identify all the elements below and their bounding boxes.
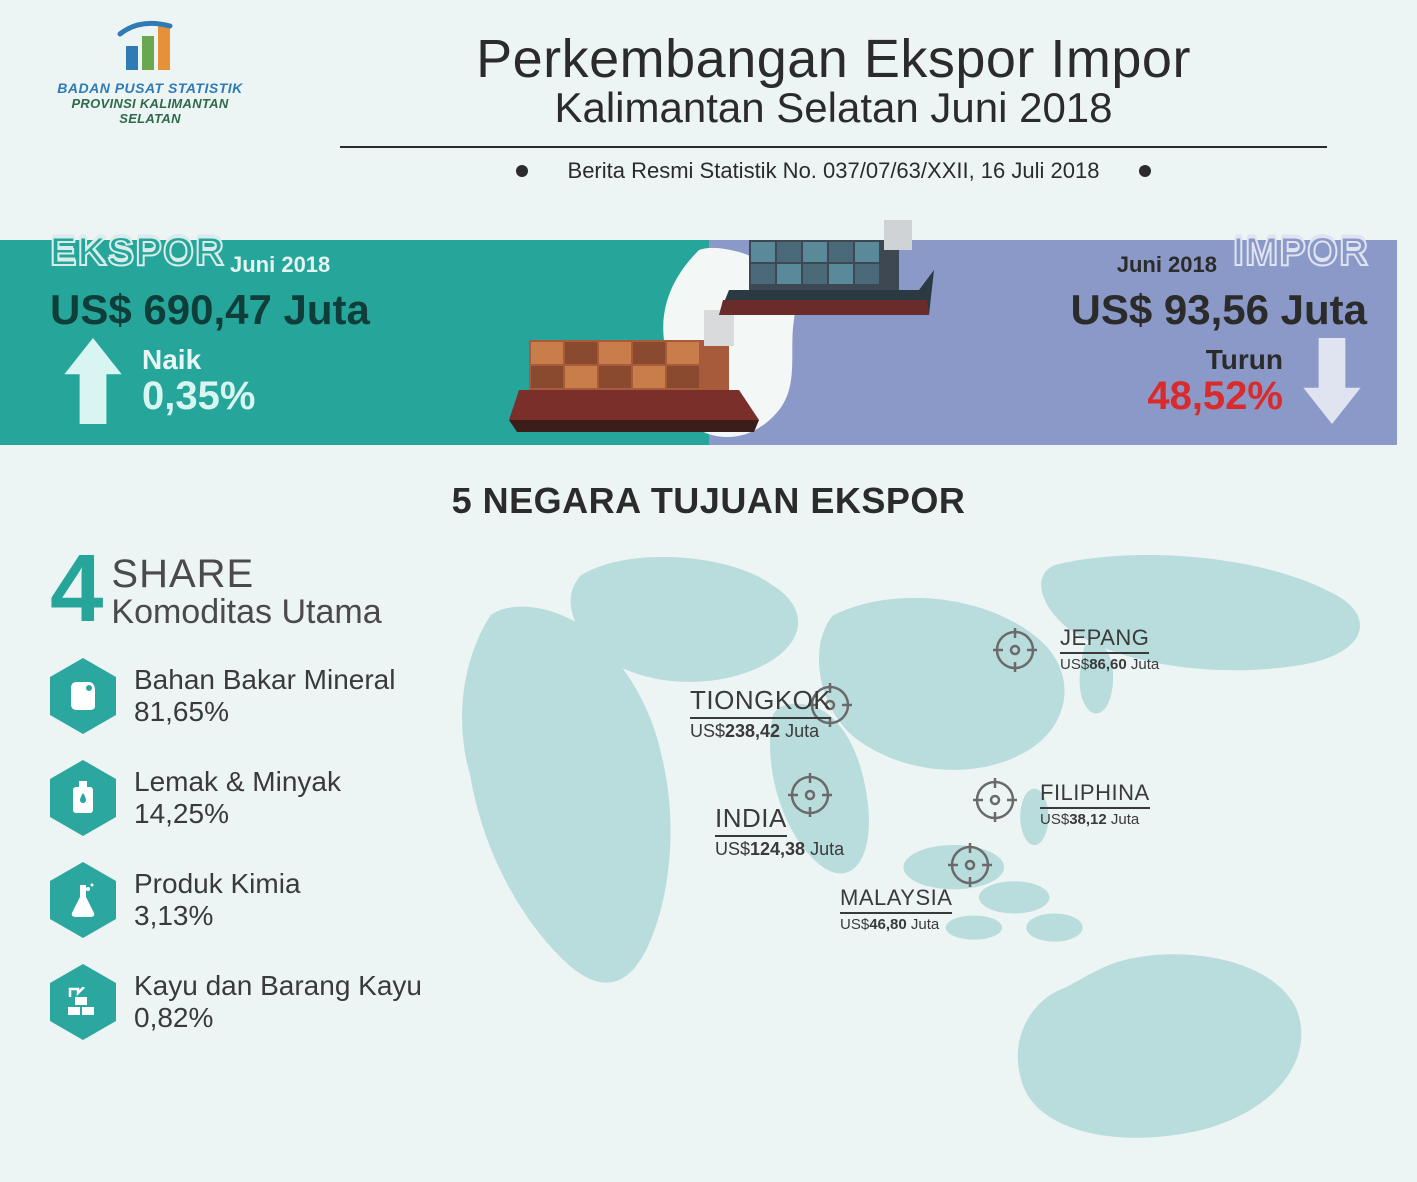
destination-name: FILIPHINA (1040, 780, 1150, 809)
target-icon (991, 626, 1039, 674)
commodity-name: Lemak & Minyak (134, 766, 341, 798)
wood-icon (50, 964, 116, 1040)
destination-label: INDIAUS$124,38 Juta (715, 803, 844, 860)
commodity-name: Bahan Bakar Mineral (134, 664, 395, 696)
title-main: Perkembangan Ekspor Impor (310, 28, 1357, 90)
ekspor-change-pct: 0,35% (142, 375, 255, 417)
ekspor-value: US$ 690,47 Juta (50, 286, 709, 334)
commodity-share-block: 4 SHARE Komoditas Utama Bahan Bakar Mine… (50, 548, 450, 1040)
share-number: 4 (50, 548, 103, 630)
title-rule (340, 146, 1327, 148)
destination-label: TIONGKOKUS$238,42 Juta (690, 685, 831, 742)
impor-panel: IMPOR Juni 2018 US$ 93,56 Juta Turun 48,… (709, 240, 1398, 445)
impor-month: Juni 2018 (1117, 252, 1217, 278)
bullet-left (516, 165, 528, 177)
bps-logo: BADAN PUSAT STATISTIK PROVINSI KALIMANTA… (40, 20, 260, 126)
logo-text-1: BADAN PUSAT STATISTIK (40, 80, 260, 96)
destination-value: US$38,12 Juta (1040, 811, 1150, 828)
arrow-up-icon (62, 338, 124, 424)
commodity-pct: 3,13% (134, 900, 301, 932)
impor-change-label: Turun (1206, 345, 1283, 374)
bullet-right (1139, 165, 1151, 177)
export-destinations-title: 5 NEGARA TUJUAN EKSPOR (0, 480, 1417, 522)
title-sub: Kalimantan Selatan Juni 2018 (310, 84, 1357, 132)
commodity-item: Lemak & Minyak 14,25% (50, 760, 450, 836)
arrow-down-icon (1301, 338, 1363, 424)
destination-value: US$86,60 Juta (1060, 656, 1159, 673)
destination-value: US$46,80 Juta (840, 916, 952, 933)
ekspor-change-label: Naik (142, 345, 255, 374)
subtitle-text: Berita Resmi Statistik No. 037/07/63/XXI… (568, 158, 1100, 184)
fuel-icon (50, 658, 116, 734)
ekspor-month: Juni 2018 (230, 252, 709, 278)
commodity-item: Kayu dan Barang Kayu 0,82% (50, 964, 450, 1040)
destination-label: JEPANG US$86,60 Juta (1060, 625, 1159, 673)
destination-value: US$238,42 Juta (690, 721, 831, 742)
impor-label: IMPOR (1233, 230, 1369, 275)
destination-name: MALAYSIA (840, 885, 952, 914)
impor-value: US$ 93,56 Juta (709, 286, 1368, 334)
oil-icon (50, 760, 116, 836)
title-block: Perkembangan Ekspor Impor Kalimantan Sel… (310, 28, 1357, 184)
destination-value: US$124,38 Juta (715, 839, 844, 860)
logo-text-2: PROVINSI KALIMANTAN SELATAN (40, 96, 260, 126)
commodity-name: Kayu dan Barang Kayu (134, 970, 422, 1002)
chemical-icon (50, 862, 116, 938)
destination-name: INDIA (715, 803, 787, 837)
ekspor-panel: EKSPOR Juni 2018 US$ 690,47 Juta Naik 0,… (0, 240, 709, 445)
bps-logo-icon (110, 20, 190, 76)
commodity-name: Produk Kimia (134, 868, 301, 900)
commodity-pct: 14,25% (134, 798, 341, 830)
target-icon (946, 841, 994, 889)
ekspor-impor-banner: EKSPOR Juni 2018 US$ 690,47 Juta Naik 0,… (0, 240, 1397, 445)
destination-label: MALAYSIA US$46,80 Juta (840, 885, 952, 933)
commodity-item: Produk Kimia 3,13% (50, 862, 450, 938)
ekspor-label: EKSPOR (50, 230, 225, 275)
commodity-item: Bahan Bakar Mineral 81,65% (50, 658, 450, 734)
target-icon (971, 776, 1019, 824)
commodity-pct: 0,82% (134, 1002, 422, 1034)
impor-change-pct: 48,52% (1147, 375, 1283, 417)
share-head-l1: SHARE (111, 552, 381, 597)
commodity-pct: 81,65% (134, 696, 395, 728)
map-background (410, 555, 1417, 1179)
destination-label: FILIPHINA US$38,12 Juta (1040, 780, 1150, 828)
share-head-l2: Komoditas Utama (111, 593, 381, 632)
world-map: TIONGKOKUS$238,42 Juta INDIAUS$124,38 Jut… (410, 555, 1417, 1182)
destination-name: TIONGKOK (690, 685, 831, 719)
destination-name: JEPANG (1060, 625, 1149, 654)
